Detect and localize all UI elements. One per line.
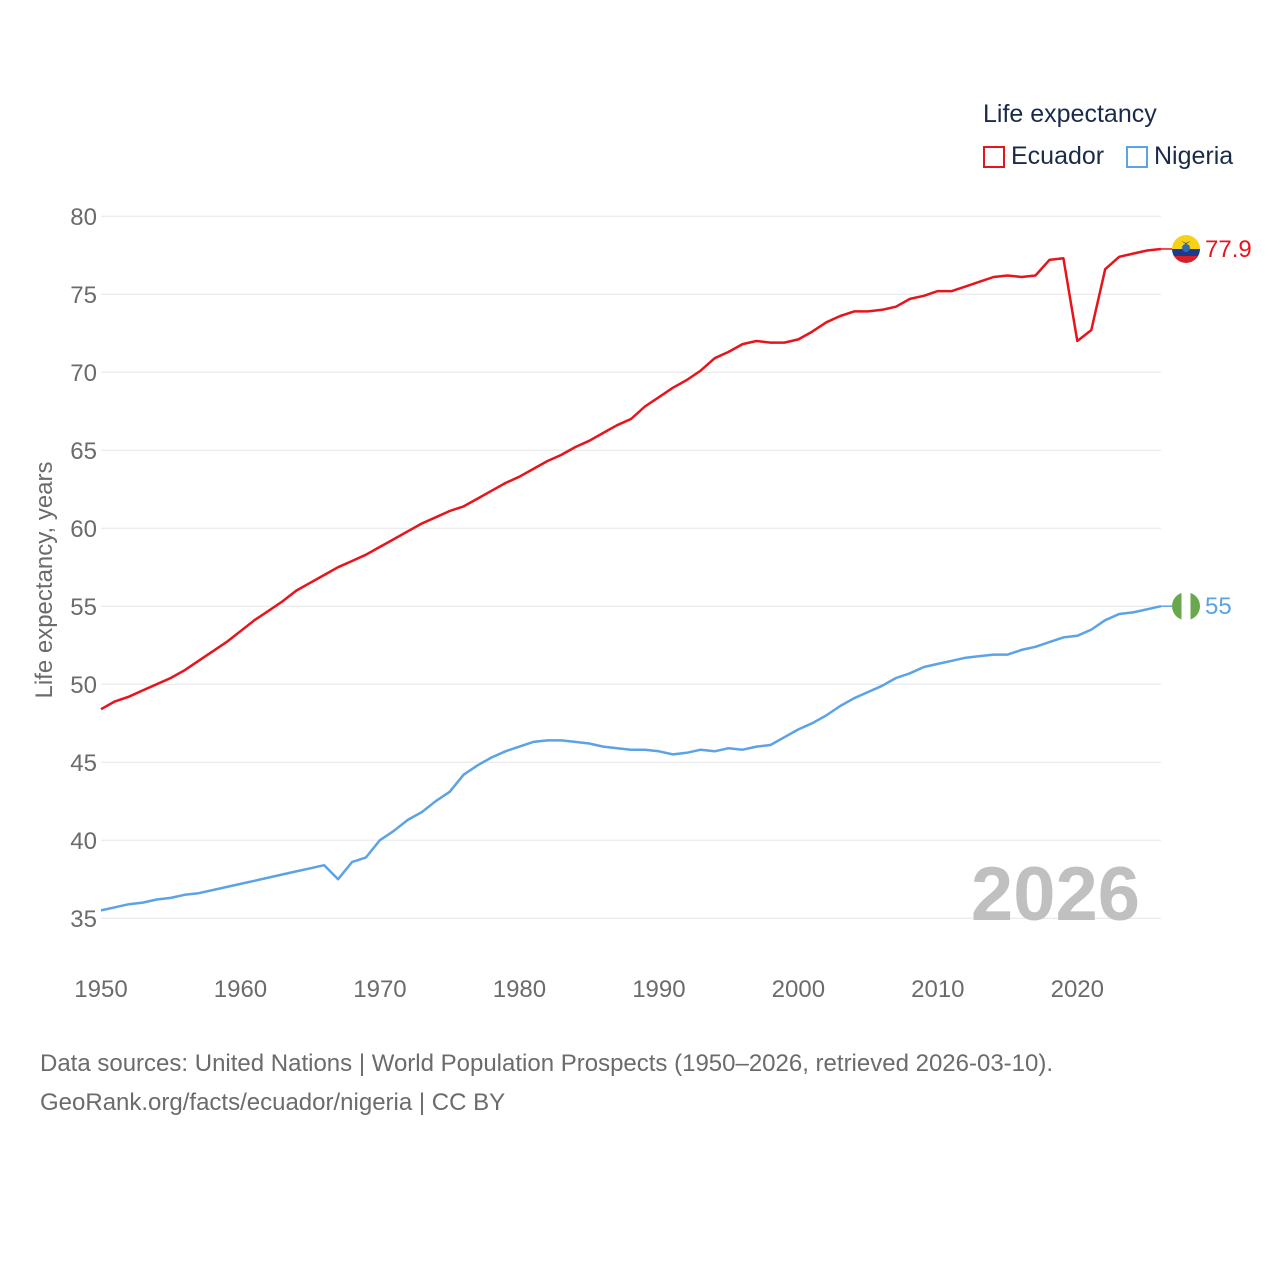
y-tick-label: 70: [70, 360, 97, 387]
legend-label-ecuador: Ecuador: [1011, 142, 1105, 170]
legend-swatch-ecuador: [983, 145, 1005, 168]
y-tick-label: 55: [70, 594, 97, 621]
ecuador-flag-icon: [1172, 235, 1200, 263]
legend-swatch-nigeria: [1126, 145, 1148, 168]
x-tick-label: 1960: [214, 976, 267, 1003]
x-tick-label: 1980: [493, 976, 546, 1003]
series-line-ecuador[interactable]: [100, 247, 1162, 711]
data-sources-text: Data sources: United Nations | World Pop…: [40, 1050, 1054, 1077]
y-tick-label: 80: [70, 204, 97, 231]
nigeria-flag-icon: [1172, 592, 1200, 621]
end-value-label-ecuador: 77.9: [1205, 236, 1252, 263]
year-watermark: 2026: [971, 852, 1140, 937]
y-axis-ticks: 35 40 45 50 55 60 65 70 75 80: [70, 204, 97, 933]
y-tick-label: 65: [70, 438, 97, 465]
x-tick-label: 1990: [632, 976, 685, 1003]
y-tick-label: 35: [70, 906, 97, 933]
y-tick-label: 60: [70, 516, 97, 543]
y-tick-label: 75: [70, 282, 97, 309]
x-tick-label: 2000: [772, 976, 825, 1003]
gridlines: [101, 215, 1161, 919]
x-tick-label: 1950: [74, 976, 127, 1003]
series-line-nigeria[interactable]: [100, 604, 1162, 912]
legend-item-ecuador[interactable]: Ecuador: [983, 142, 1104, 171]
legend-item-nigeria[interactable]: Nigeria: [1126, 142, 1233, 171]
x-tick-label: 1970: [353, 976, 406, 1003]
source-link[interactable]: GeoRank.org/facts/ecuador/nigeria | CC B…: [40, 1089, 506, 1116]
legend-label-nigeria: Nigeria: [1154, 142, 1234, 170]
legend-title: Life expectancy: [983, 100, 1157, 128]
series-lines: [100, 247, 1172, 912]
end-value-label-nigeria: 55: [1205, 593, 1232, 620]
y-tick-label: 45: [70, 750, 97, 777]
x-axis-ticks: 1950 1960 1970 1980 1990 2000 2010 2020: [74, 976, 1104, 1003]
series-end-markers: 77.9 55: [1172, 235, 1252, 621]
y-tick-label: 40: [70, 828, 97, 855]
footer: Data sources: United Nations | World Pop…: [40, 1044, 1053, 1122]
y-tick-label: 50: [70, 672, 97, 699]
y-axis-label: Life expectancy, years: [31, 461, 58, 698]
x-tick-label: 2010: [911, 976, 964, 1003]
x-tick-label: 2020: [1051, 976, 1104, 1003]
